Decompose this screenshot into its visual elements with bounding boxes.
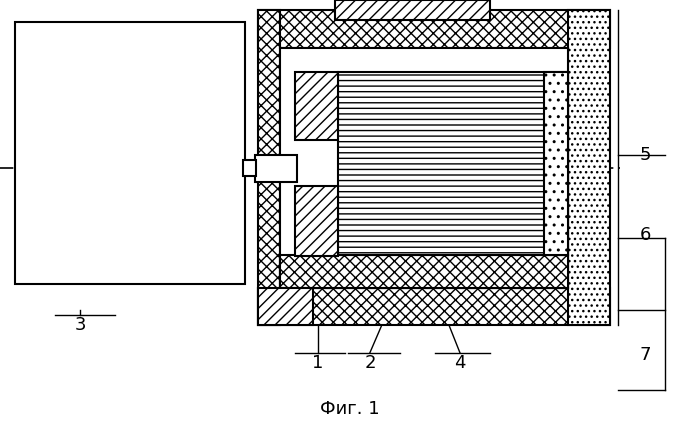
Text: 3: 3 (75, 316, 86, 333)
Bar (15, 22, 245, 284)
Bar (280, 48, 568, 288)
Bar (335, 0, 490, 20)
Bar (295, 186, 338, 256)
Text: 7: 7 (640, 346, 651, 364)
Text: 4: 4 (454, 354, 466, 372)
Bar (258, 288, 313, 325)
Bar (280, 255, 568, 288)
Bar (544, 72, 568, 255)
Text: 2: 2 (364, 354, 376, 372)
Text: 6: 6 (640, 226, 651, 244)
Bar (258, 10, 280, 325)
Bar (338, 72, 568, 255)
Bar (243, 160, 256, 176)
Bar (568, 10, 610, 325)
Bar (295, 72, 338, 140)
Text: 1: 1 (312, 354, 324, 372)
Bar (258, 10, 610, 48)
Text: 5: 5 (640, 146, 651, 164)
Bar (255, 155, 297, 182)
Text: Фиг. 1: Фиг. 1 (320, 400, 380, 418)
Bar (258, 288, 610, 325)
